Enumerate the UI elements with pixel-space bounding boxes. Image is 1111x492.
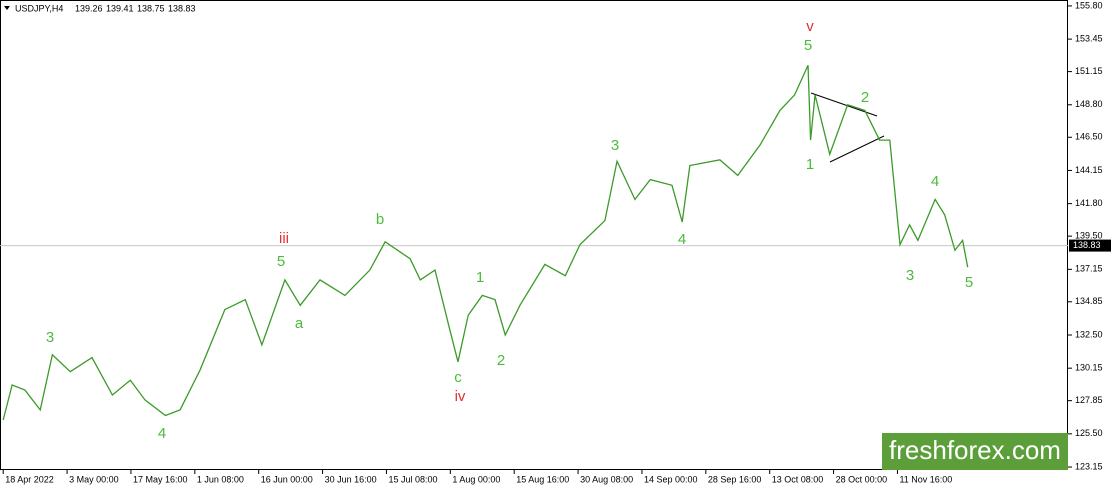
x-tick-label: 13 Oct 08:00 [772, 474, 824, 484]
high: 139.41 [106, 3, 134, 13]
wave-label: 1 [806, 156, 814, 173]
watermark: freshforex.com [889, 435, 1061, 465]
x-tick-label: 14 Sep 00:00 [644, 474, 698, 484]
x-tick-label: 3 May 00:00 [69, 474, 119, 484]
y-tick-label: 134.85 [1075, 296, 1103, 306]
wave-label: a [295, 315, 304, 332]
y-tick-label: 155.80 [1075, 0, 1103, 10]
x-tick-label: 28 Sep 16:00 [708, 474, 762, 484]
y-tick-label: 144.15 [1075, 165, 1103, 175]
wave-label: 5 [804, 37, 812, 54]
y-tick-label: 146.50 [1075, 132, 1103, 142]
wave-label: 2 [861, 89, 869, 106]
menu-arrow [4, 6, 10, 10]
wave-label: v [806, 18, 814, 35]
wave-label: iii [279, 230, 289, 247]
x-tick-label: 15 Aug 16:00 [516, 474, 569, 484]
open: 139.26 [75, 3, 103, 13]
x-tick-label: 30 Jun 16:00 [325, 474, 377, 484]
plot-frame [0, 0, 1068, 470]
symbol: USDJPY,H4 [15, 3, 63, 13]
wave-label: iv [455, 388, 466, 405]
y-tick-label: 141.80 [1075, 198, 1103, 208]
wave-label: 2 [497, 352, 505, 369]
x-tick-label: 1 Jun 08:00 [197, 474, 244, 484]
x-tick-label: 11 Nov 16:00 [899, 474, 952, 484]
y-tick-label: 125.50 [1075, 428, 1103, 438]
y-tick-label: 132.50 [1075, 329, 1103, 339]
low: 138.75 [137, 3, 165, 13]
wave-label: 1 [476, 269, 484, 286]
x-tick-label: 15 Jul 08:00 [388, 474, 437, 484]
y-tick-label: 127.85 [1075, 395, 1103, 405]
wave-label: b [376, 211, 384, 228]
y-tick-label: 139.50 [1075, 231, 1103, 241]
wave-label: c [454, 369, 462, 386]
y-tick-label: 123.15 [1075, 461, 1103, 471]
wave-label: 4 [158, 425, 166, 442]
x-tick-label: 16 Jun 00:00 [261, 474, 313, 484]
y-tick-label: 137.15 [1075, 264, 1103, 274]
wave-label: 3 [611, 137, 619, 154]
wave-label: 4 [931, 173, 939, 190]
y-tick-label: 151.15 [1075, 66, 1103, 76]
wave-label: 4 [678, 231, 686, 248]
x-tick-label: 17 May 16:00 [133, 474, 188, 484]
close: 138.83 [168, 3, 196, 13]
x-tick-label: 30 Aug 08:00 [580, 474, 633, 484]
price-box [1069, 239, 1111, 252]
wave-label: 5 [277, 253, 285, 270]
wave-label: 5 [965, 274, 973, 291]
x-tick-label: 1 Aug 00:00 [452, 474, 500, 484]
x-tick-label: 18 Apr 2022 [5, 474, 54, 484]
triangle-line [829, 135, 885, 163]
y-tick-label: 148.80 [1075, 99, 1103, 109]
wave-label: 3 [906, 267, 914, 284]
price-label: 138.83 [1073, 240, 1101, 250]
wave-label: 3 [46, 329, 54, 346]
x-tick-label: 28 Oct 00:00 [836, 474, 888, 484]
watermark-box [882, 433, 1068, 470]
y-tick-label: 130.15 [1075, 363, 1103, 373]
y-tick-label: 153.45 [1075, 33, 1103, 43]
price-line-series [2, 64, 969, 421]
